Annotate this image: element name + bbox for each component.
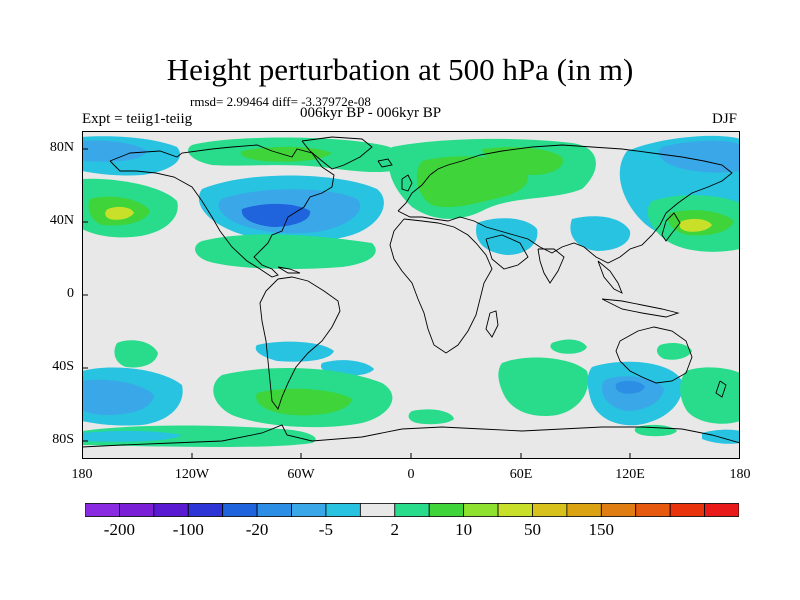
colorbar-box bbox=[669, 503, 705, 517]
colorbar-box bbox=[704, 503, 739, 517]
colorbar-box bbox=[600, 503, 637, 517]
coast-cuba bbox=[277, 266, 301, 274]
colorbar-label: 50 bbox=[524, 520, 541, 539]
colorbar-box bbox=[291, 503, 327, 517]
colorbar-box bbox=[153, 503, 189, 517]
xtick-label-120e: 120E bbox=[615, 467, 645, 482]
coast-north-america bbox=[109, 144, 335, 278]
colorbar-box bbox=[497, 503, 533, 517]
contour-spac-east-green bbox=[680, 367, 740, 424]
stats-label: rmsd= 2.99464 diff= -3.37972e-08 bbox=[190, 94, 371, 109]
coast-new-zealand bbox=[715, 380, 727, 398]
coast-australia bbox=[615, 326, 693, 384]
colorbar bbox=[85, 503, 739, 517]
season-label: DJF bbox=[712, 111, 738, 127]
contour-npac-west-yellow bbox=[105, 206, 134, 220]
contour-spac-west-green bbox=[114, 340, 158, 368]
ytick-label-0: 0 bbox=[67, 286, 74, 301]
ytick-label-80s: 80S bbox=[52, 432, 74, 447]
colorbar-box bbox=[359, 503, 396, 517]
colorbar-box bbox=[222, 503, 258, 517]
contour-pacific-west-midblue bbox=[82, 140, 147, 162]
colorbar-label: -100 bbox=[172, 520, 204, 539]
xtick-label-120w: 120W bbox=[174, 467, 210, 482]
contour-npac-east-yellow bbox=[679, 218, 712, 232]
colorbar-box bbox=[566, 503, 602, 517]
contour-atlantic-subtrop-green bbox=[195, 234, 376, 269]
coast-greenland bbox=[301, 136, 373, 170]
colorbar-box bbox=[325, 503, 361, 517]
coast-south-america bbox=[259, 276, 341, 410]
colorbar-label: 10 bbox=[455, 520, 473, 539]
xtick-label-60e: 60E bbox=[509, 467, 533, 482]
xtick-label-180e: 180 bbox=[729, 467, 751, 482]
contour-namerica-midblue bbox=[241, 203, 311, 227]
period-label: 006kyr BP - 006kyr BP bbox=[300, 105, 442, 121]
contour-antarctic-east-green bbox=[634, 424, 677, 437]
contour-sindian-green-south bbox=[408, 409, 454, 425]
coast-southeast-asia bbox=[597, 260, 623, 294]
coast-iceland bbox=[377, 158, 393, 168]
coast-antarctica bbox=[82, 424, 740, 448]
coast-madagascar bbox=[485, 310, 499, 338]
map-title: Height perturbation at 500 hPa (in m) bbox=[166, 52, 634, 87]
colorbar-box bbox=[532, 503, 568, 517]
colorbar-box bbox=[635, 503, 671, 517]
contour-antarctic-green bbox=[82, 425, 316, 447]
contour-sindian-green bbox=[550, 339, 587, 354]
coastlines bbox=[82, 136, 740, 448]
contour-spac-west-blue bbox=[82, 379, 154, 415]
coast-europe-asia bbox=[397, 144, 733, 264]
coast-india bbox=[537, 248, 565, 284]
colorbar-label: 2 bbox=[390, 520, 400, 539]
contour-aus-midblue bbox=[615, 380, 645, 394]
colorbar-box bbox=[256, 503, 292, 517]
contour-map bbox=[82, 131, 740, 459]
colorbar-box bbox=[428, 503, 465, 517]
xtick-label-60w: 60W bbox=[287, 467, 315, 482]
coast-indonesia bbox=[601, 298, 680, 318]
coast-uk bbox=[401, 174, 413, 192]
contour-satl-darkgreen bbox=[256, 388, 352, 416]
coast-arabia bbox=[485, 234, 529, 270]
colorbar-box bbox=[187, 503, 224, 517]
colorbar-label: -20 bbox=[245, 520, 269, 539]
coast-africa bbox=[389, 218, 493, 354]
ytick-label-80n: 80N bbox=[49, 140, 74, 155]
coast-japan bbox=[661, 212, 681, 242]
contour-eurasia-darkgreen bbox=[416, 156, 529, 208]
colorbar-label: 150 bbox=[588, 520, 615, 539]
colorbar-box bbox=[463, 503, 499, 517]
contour-sindian-green-large bbox=[498, 357, 589, 417]
xtick-label-0: 0 bbox=[407, 467, 415, 482]
experiment-label: Expt = teiig1-teiig bbox=[82, 111, 193, 127]
colorbar-label: -5 bbox=[318, 520, 333, 539]
xtick-label-180w: 180 bbox=[71, 467, 93, 482]
contour-siberia-green bbox=[482, 147, 563, 175]
colorbar-box bbox=[394, 503, 430, 517]
tick-marks bbox=[82, 148, 631, 459]
colorbar-box bbox=[119, 503, 155, 517]
colorbar-label: -200 bbox=[103, 520, 135, 539]
ytick-label-40n: 40N bbox=[49, 213, 74, 228]
contour-antarctic-blue bbox=[82, 430, 182, 442]
contour-aus-green bbox=[656, 343, 692, 360]
contour-india-blue bbox=[570, 216, 631, 251]
colorbar-box bbox=[85, 503, 120, 517]
contour-sam-blue bbox=[255, 341, 334, 362]
map-panel bbox=[82, 131, 740, 459]
ytick-label-40s: 40S bbox=[52, 359, 74, 374]
